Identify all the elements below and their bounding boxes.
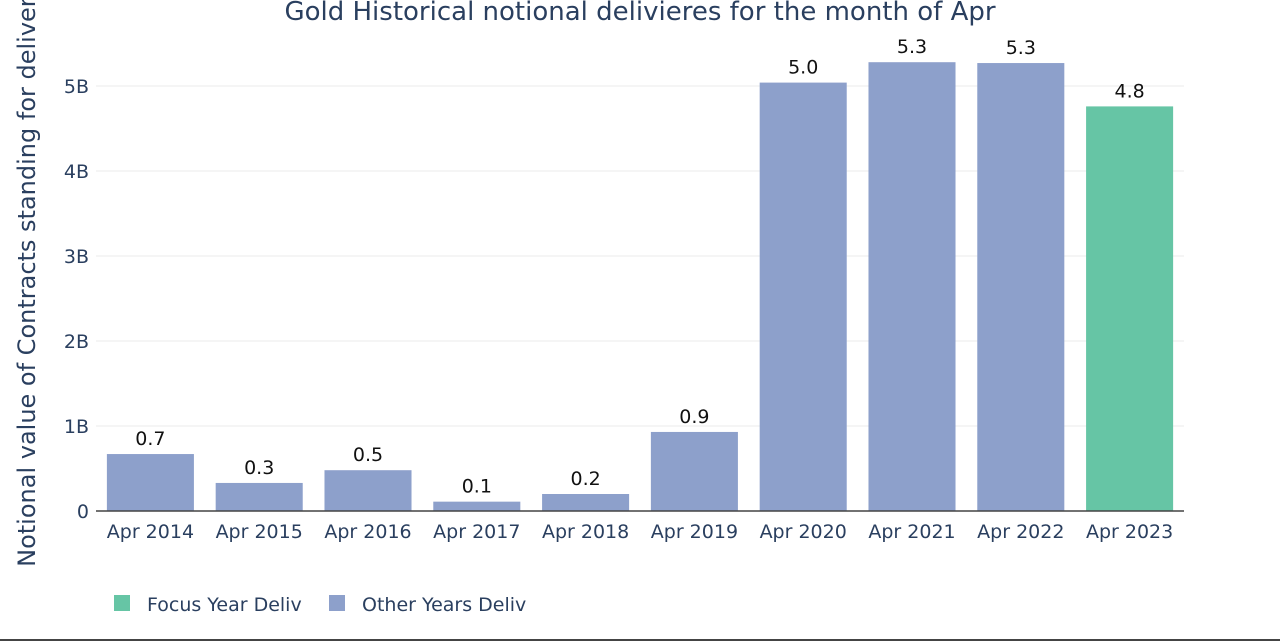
data-label: 0.7 <box>135 428 165 450</box>
x-tick-label: Apr 2017 <box>433 521 520 543</box>
bar-apr-2017 <box>433 501 521 511</box>
data-label: 5.0 <box>788 57 818 79</box>
legend-swatch <box>329 595 345 611</box>
y-axis-title: Notional value of Contracts standing for… <box>13 0 41 567</box>
x-tick-label: Apr 2022 <box>977 521 1064 543</box>
bottom-rule <box>0 639 1280 641</box>
legend: Focus Year Deliv Other Years Deliv <box>114 594 526 616</box>
x-tick-label: Apr 2020 <box>760 521 847 543</box>
data-label: 0.5 <box>353 444 383 466</box>
bar-apr-2023 <box>1086 106 1174 512</box>
data-label: 0.3 <box>244 457 274 479</box>
y-tick-label: 1B <box>64 416 89 438</box>
data-label: 5.3 <box>897 36 927 58</box>
bar-apr-2015 <box>215 482 303 511</box>
bar-apr-2016 <box>324 470 412 511</box>
y-axis-ticks: 0 1B 2B 3B 4B 5B <box>64 76 89 523</box>
x-axis-ticks: Apr 2014 Apr 2015 Apr 2016 Apr 2017 Apr 2018… <box>107 521 1173 543</box>
bar-apr-2020 <box>759 82 847 511</box>
legend-label: Other Years Deliv <box>362 594 526 616</box>
x-tick-label: Apr 2016 <box>324 521 411 543</box>
bar-apr-2022 <box>977 63 1065 512</box>
data-label: 4.8 <box>1114 80 1144 102</box>
data-label: 0.9 <box>679 406 709 428</box>
data-label: 5.3 <box>1006 37 1036 59</box>
x-tick-label: Apr 2021 <box>868 521 955 543</box>
legend-swatch <box>114 595 130 611</box>
legend-label: Focus Year Deliv <box>147 594 302 616</box>
x-tick-label: Apr 2019 <box>651 521 738 543</box>
y-tick-label: 5B <box>64 76 89 98</box>
bar-apr-2014 <box>106 454 194 511</box>
y-tick-label: 3B <box>64 246 89 268</box>
bar-apr-2021 <box>868 62 956 511</box>
bar-apr-2019 <box>650 431 738 511</box>
x-tick-label: Apr 2014 <box>107 521 194 543</box>
bar-apr-2018 <box>542 494 630 511</box>
y-tick-label: 4B <box>64 161 89 183</box>
y-tick-label: 2B <box>64 331 89 353</box>
data-label: 0.1 <box>462 476 492 498</box>
x-tick-label: Apr 2015 <box>216 521 303 543</box>
x-tick-label: Apr 2023 <box>1086 521 1173 543</box>
x-tick-label: Apr 2018 <box>542 521 629 543</box>
y-tick-label: 0 <box>77 501 89 523</box>
bars <box>106 62 1174 512</box>
data-label: 0.2 <box>570 468 600 490</box>
data-labels: 0.7 0.3 0.5 0.1 0.2 0.9 5.0 5.3 5.3 4.8 <box>135 36 1144 497</box>
chart-title: Gold Historical notional delivieres for … <box>284 0 995 27</box>
